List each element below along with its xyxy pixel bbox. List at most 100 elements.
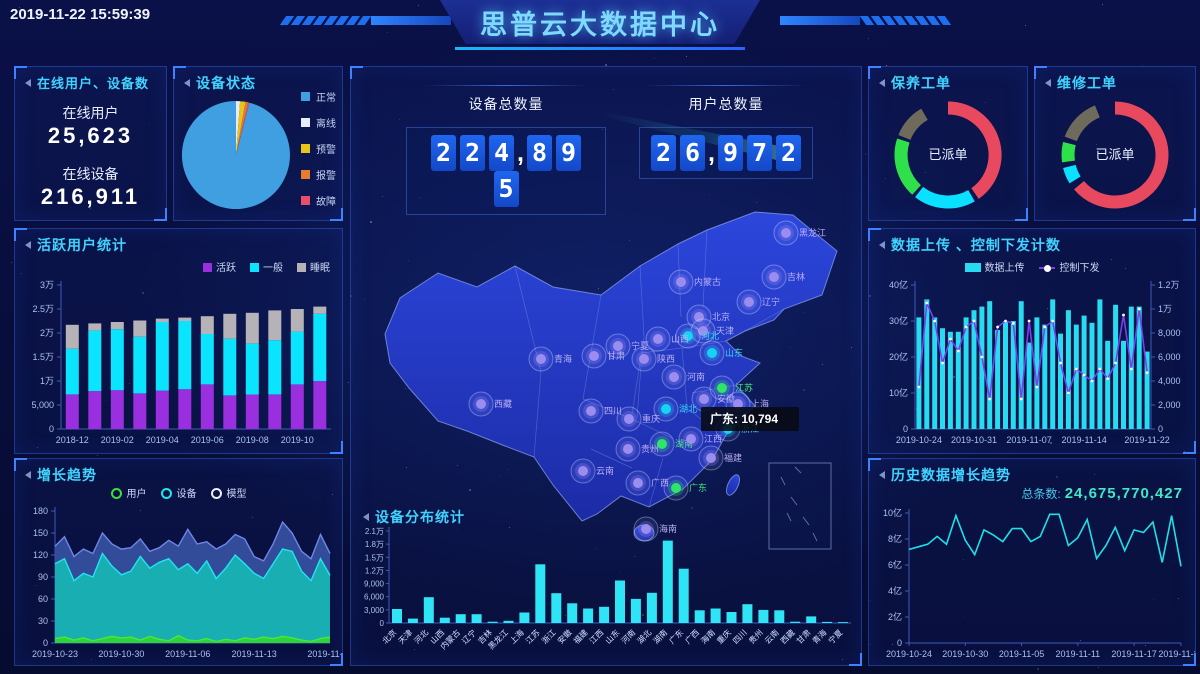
line-point[interactable] [965,326,968,329]
marker-dot[interactable] [707,348,717,358]
line-point[interactable] [1075,368,1078,371]
bar-segment-一般[interactable] [223,339,236,396]
bar-segment-睡眠[interactable] [156,319,169,322]
line-point[interactable] [949,338,952,341]
marker-dot[interactable] [624,414,634,424]
donut-segment[interactable] [919,192,971,202]
taiwan-island[interactable] [724,473,742,497]
line-point[interactable] [1146,371,1149,374]
line-point[interactable] [957,350,960,353]
bar-segment-活跃[interactable] [223,395,236,429]
bar-数据上传[interactable] [1097,299,1102,429]
bar-segment-活跃[interactable] [313,381,326,429]
bar-海南[interactable] [711,609,721,624]
line-point[interactable] [918,386,921,389]
marker-dot[interactable] [706,453,716,463]
bar-福建[interactable] [583,609,593,624]
bar-segment-睡眠[interactable] [133,321,146,337]
bar-segment-一般[interactable] [201,334,214,384]
bar-数据上传[interactable] [987,301,992,429]
bar-segment-活跃[interactable] [111,390,124,429]
bar-segment-睡眠[interactable] [313,307,326,314]
bar-西藏[interactable] [790,622,800,623]
line-point[interactable] [1138,308,1141,311]
marker-dot[interactable] [661,404,671,414]
bar-青海[interactable] [822,622,832,623]
line-point[interactable] [1051,320,1054,323]
line-point[interactable] [973,320,976,323]
line-point[interactable] [1059,362,1062,365]
map-marker-福建[interactable]: 福建 [699,446,742,470]
bar-数据上传[interactable] [1003,321,1008,429]
bar-北京[interactable] [392,609,402,623]
line-point[interactable] [1020,398,1023,401]
bar-河北[interactable] [424,597,434,623]
bar-segment-活跃[interactable] [66,394,79,429]
line-point[interactable] [988,398,991,401]
line-point[interactable] [981,356,984,359]
donut-segment[interactable] [1068,144,1069,162]
bar-数据上传[interactable] [1121,341,1126,429]
marker-dot[interactable] [676,277,686,287]
bar-segment-睡眠[interactable] [88,323,101,330]
bar-segment-睡眠[interactable] [178,318,191,321]
line-point[interactable] [1028,320,1031,323]
marker-dot[interactable] [586,406,596,416]
line-point[interactable] [933,320,936,323]
line-point[interactable] [996,326,999,329]
line-point[interactable] [925,302,928,305]
bar-江西[interactable] [599,607,609,623]
bar-数据上传[interactable] [1090,323,1095,429]
bar-山西[interactable] [440,618,450,623]
line-point[interactable] [1036,386,1039,389]
bar-segment-活跃[interactable] [133,394,146,430]
legend-item[interactable]: 用户 [111,485,147,500]
bar-上海[interactable] [519,613,529,624]
line-point[interactable] [1114,362,1117,365]
pie-slice-正常[interactable] [182,101,290,209]
bar-内蒙古[interactable] [456,614,466,623]
bar-重庆[interactable] [727,612,737,623]
repair-donut-chart[interactable]: 已派单 [1035,81,1195,220]
bar-宁夏[interactable] [838,622,848,623]
line-point[interactable] [1083,374,1086,377]
legend-item[interactable]: 活跃 [203,259,236,274]
bar-甘肃[interactable] [806,616,816,623]
donut-segment[interactable] [904,114,924,137]
bar-黑龙江[interactable] [504,621,514,623]
bar-segment-一般[interactable] [246,344,259,395]
bar-segment-活跃[interactable] [178,389,191,429]
maintenance-donut-chart[interactable]: 已派单 [869,81,1027,220]
bar-数据上传[interactable] [940,328,945,429]
line-point[interactable] [1067,392,1070,395]
bar-天津[interactable] [408,619,418,623]
line-point[interactable] [1106,377,1109,380]
bar-segment-一般[interactable] [313,314,326,381]
marker-dot[interactable] [623,444,633,454]
marker-dot[interactable] [781,228,791,238]
donut-segment[interactable] [901,141,917,190]
line-point[interactable] [1099,368,1102,371]
bar-segment-睡眠[interactable] [111,322,124,329]
marker-dot[interactable] [613,341,623,351]
history-line[interactable] [909,514,1181,566]
donut-segment[interactable] [1069,166,1075,180]
bar-四川[interactable] [742,604,752,623]
marker-dot[interactable] [633,478,643,488]
device-distribution-chart[interactable]: 03,0006,0009,0001.2万1.5万1.8万2.1万北京天津河北山西… [353,523,859,663]
bar-数据上传[interactable] [1027,343,1032,429]
marker-dot[interactable] [536,354,546,364]
marker-dot[interactable] [686,434,696,444]
marker-dot[interactable] [653,334,663,344]
bar-浙江[interactable] [551,593,561,623]
bar-segment-活跃[interactable] [268,394,281,429]
legend-item[interactable]: 离线 [301,115,336,130]
bar-吉林[interactable] [488,622,498,623]
bar-segment-睡眠[interactable] [268,310,281,340]
legend-item[interactable]: 数据上传 [965,259,1025,274]
marker-dot[interactable] [669,372,679,382]
marker-dot[interactable] [639,354,649,364]
bar-segment-活跃[interactable] [88,391,101,429]
bar-安徽[interactable] [567,603,577,623]
donut-segment[interactable] [1071,111,1098,138]
